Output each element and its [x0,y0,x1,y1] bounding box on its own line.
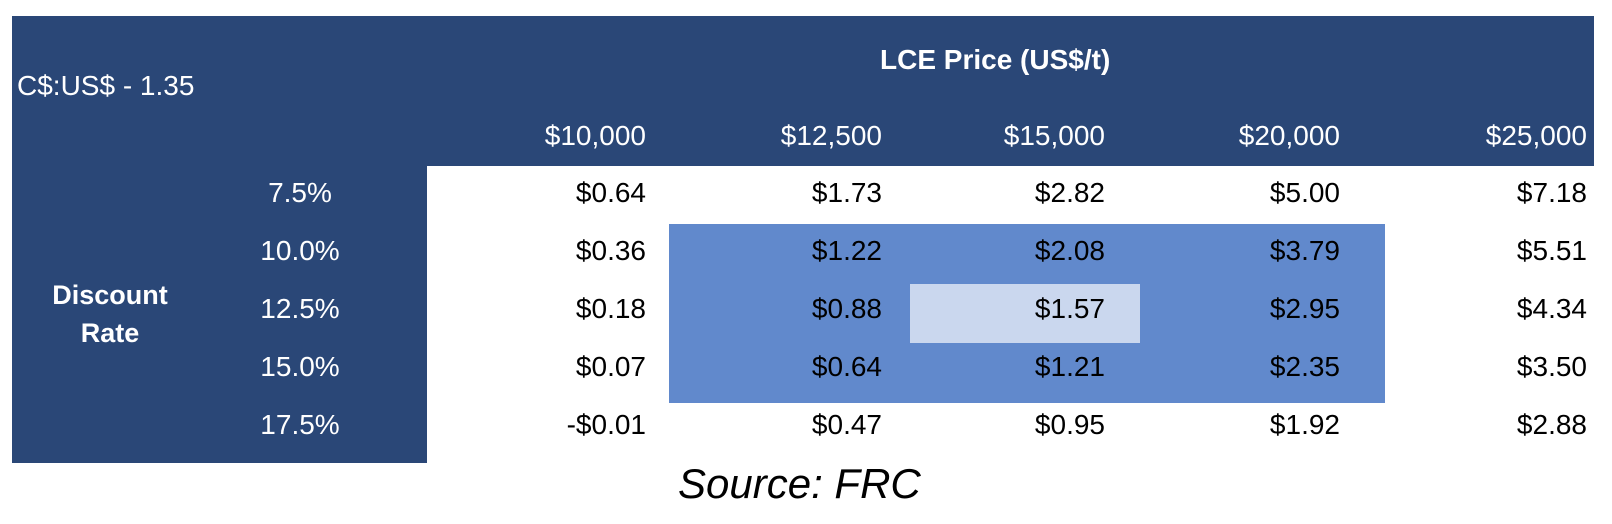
row-header: 7.5% [268,177,332,208]
table-cell: $0.36 [575,235,646,266]
column-header: $25,000 [1485,120,1587,151]
column-header: $20,000 [1238,120,1340,151]
table-cell: $2.08 [1034,235,1105,266]
table-cell: $1.92 [1269,409,1340,440]
table-cell: $1.21 [1034,351,1105,382]
table-cell: $0.64 [575,177,646,208]
column-header: $10,000 [544,120,646,151]
row-header-band [12,166,427,463]
source-note: Source: FRC [678,460,921,507]
table-cell: -$0.01 [566,409,646,440]
table-cell: $0.95 [1034,409,1105,440]
table-cell: $2.82 [1034,177,1105,208]
row-header: 10.0% [260,235,340,266]
row-header: 15.0% [260,351,340,382]
fx-rate-label: C$:US$ - 1.35 [17,70,195,101]
table-cell: $1.22 [811,235,882,266]
table-cell: $1.57 [1034,293,1105,324]
table-header-band [12,16,1594,166]
column-header: $12,500 [780,120,882,151]
table-cell: $1.73 [811,177,882,208]
table-cell: $7.18 [1516,177,1587,208]
table-cell: $5.51 [1516,235,1587,266]
table-cell: $3.50 [1516,351,1587,382]
base-case-highlight [910,284,1140,343]
row-header: 17.5% [260,409,340,440]
discount-rate-title: Discount Rate [52,280,168,348]
table-cell: $4.34 [1516,293,1587,324]
table-cell: $0.88 [811,293,882,324]
column-header: $15,000 [1003,120,1105,151]
table-cell: $2.35 [1269,351,1340,382]
table-cell: $3.79 [1269,235,1340,266]
table-cell: $0.47 [811,409,882,440]
table-cell: $0.07 [575,351,646,382]
table-cell: $5.00 [1269,177,1340,208]
price-axis-title: LCE Price (US$/t) [880,44,1111,75]
table-cell: $0.18 [575,293,646,324]
table-cell: $2.95 [1269,293,1340,324]
table-cell: $0.64 [811,351,882,382]
row-header: 12.5% [260,293,340,324]
table-cell: $2.88 [1516,409,1587,440]
